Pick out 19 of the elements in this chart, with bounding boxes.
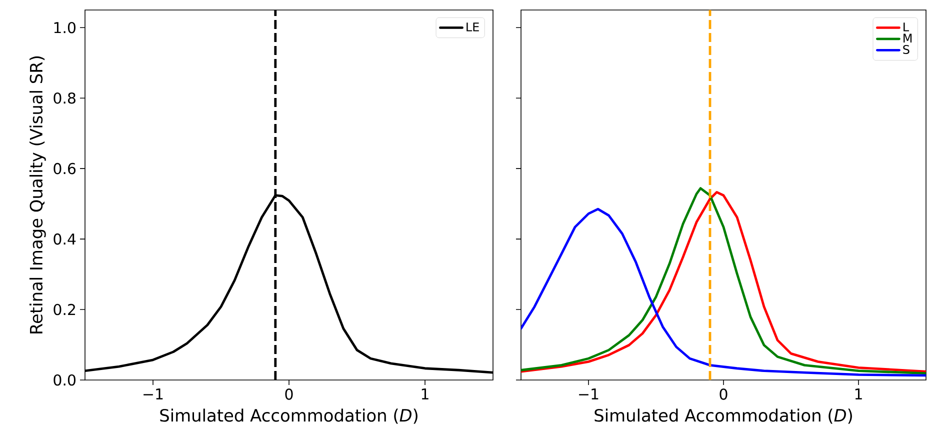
y-tick-label: 0.4 — [54, 233, 76, 245]
x-tick-label: 0 — [285, 388, 293, 400]
x-axis-title: Simulated Accommodation (D) — [160, 408, 418, 424]
x-axis-title: Simulated Accommodation (D) — [594, 408, 852, 424]
legend-label: LE — [466, 22, 479, 32]
x-tick-label: −1 — [579, 388, 598, 400]
legend-label: S — [903, 44, 910, 54]
y-tick-label: 1.0 — [54, 22, 76, 34]
legend-label: M — [904, 34, 912, 42]
x-tick-label: 0 — [720, 388, 728, 400]
y-axis-title: Retinal Image Quality (Visual SR) — [29, 56, 46, 334]
x-tick-label: 1 — [855, 388, 862, 400]
x-tick-label: −1 — [144, 388, 163, 400]
y-tick-label: 0.8 — [54, 92, 76, 104]
y-tick-label: 0.2 — [54, 304, 75, 316]
legend-label: L — [904, 22, 909, 32]
x-tick-label: 1 — [422, 388, 428, 400]
y-tick-label: 0.0 — [54, 374, 76, 386]
y-tick-label: 0.6 — [54, 162, 76, 174]
